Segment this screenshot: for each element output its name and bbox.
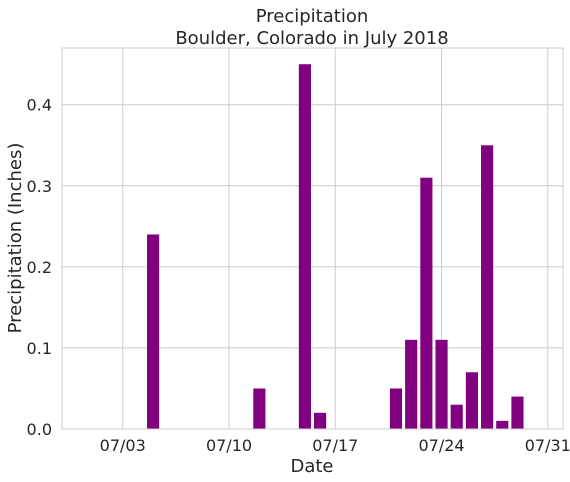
- y-tick-label: 0.0: [27, 420, 52, 439]
- x-tick-label: 07/31: [525, 436, 570, 455]
- tick-labels: 0.0 0.1 0.2 0.3 0.4 07/03 07/10 07/17 07/24 07/31: [27, 96, 570, 455]
- bar: [298, 64, 311, 429]
- y-tick-label: 0.3: [27, 177, 52, 196]
- y-tick-label: 0.4: [27, 96, 52, 115]
- y-axis-label: Precipitation (Inches): [5, 143, 26, 334]
- x-tick-label: 07/10: [206, 436, 252, 455]
- chart-subtitle: Boulder, Colorado in July 2018: [175, 28, 448, 49]
- x-axis-label: Date: [290, 456, 333, 477]
- bar: [481, 145, 494, 429]
- bar: [147, 234, 160, 429]
- x-tick-label: 07/24: [418, 436, 464, 455]
- y-tick-label: 0.2: [27, 258, 52, 277]
- bar: [420, 177, 433, 429]
- plot-frame: [61, 47, 564, 430]
- bar: [405, 339, 418, 429]
- bar: [435, 339, 448, 429]
- x-tick-label: 07/17: [312, 436, 358, 455]
- bar: [253, 388, 266, 429]
- x-tick-label: 07/03: [100, 436, 146, 455]
- bars: [147, 64, 524, 429]
- bar: [496, 420, 509, 429]
- bar: [450, 404, 463, 429]
- bar: [389, 388, 403, 429]
- grid-lines: [62, 48, 563, 430]
- chart-title: Precipitation: [256, 6, 369, 27]
- y-tick-label: 0.1: [27, 339, 52, 358]
- bar: [314, 412, 327, 429]
- bar: [511, 396, 524, 429]
- bar: [465, 372, 478, 429]
